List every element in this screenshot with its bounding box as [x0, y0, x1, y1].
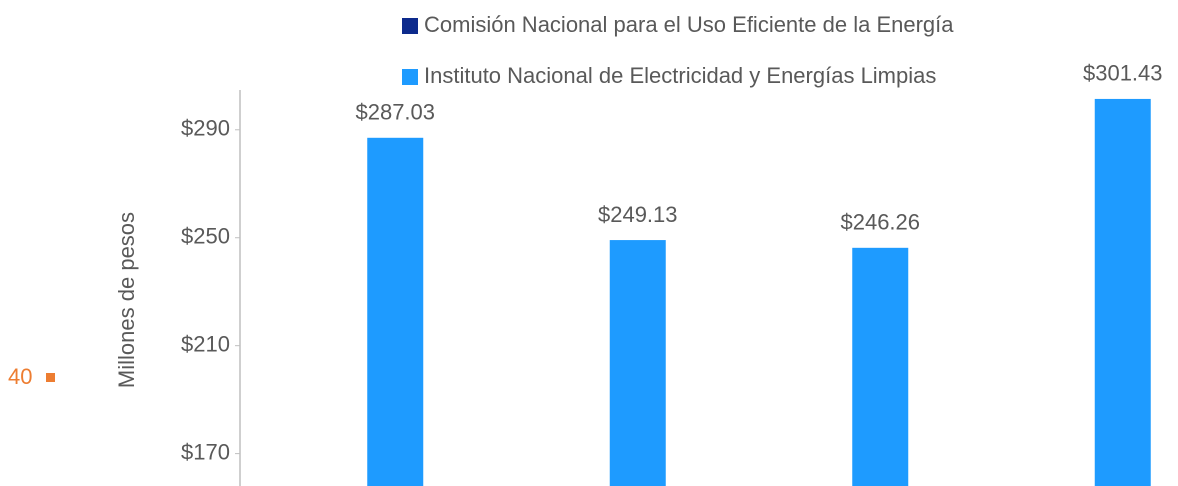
annotation: 40 — [8, 364, 32, 389]
legend-swatch — [402, 69, 418, 85]
annotation-marker — [46, 373, 55, 382]
y-tick-label: $290 — [181, 116, 230, 141]
legend-label: Comisión Nacional para el Uso Eficiente … — [424, 12, 954, 37]
data-label: $301.43 — [1083, 61, 1163, 86]
data-label: $249.13 — [598, 202, 678, 227]
y-tick-label: $250 — [181, 224, 230, 249]
legend-label: Instituto Nacional de Electricidad y Ene… — [424, 63, 936, 88]
bar — [609, 240, 666, 486]
y-tick-label: $170 — [181, 439, 230, 464]
data-label: $246.26 — [840, 210, 920, 235]
data-label: $287.03 — [355, 100, 435, 125]
y-tick-label: $210 — [181, 331, 230, 356]
y-axis-label: Millones de pesos — [114, 212, 139, 388]
bar — [852, 247, 909, 486]
bar — [1094, 98, 1151, 486]
legend-swatch — [402, 18, 418, 34]
bar — [367, 137, 424, 486]
